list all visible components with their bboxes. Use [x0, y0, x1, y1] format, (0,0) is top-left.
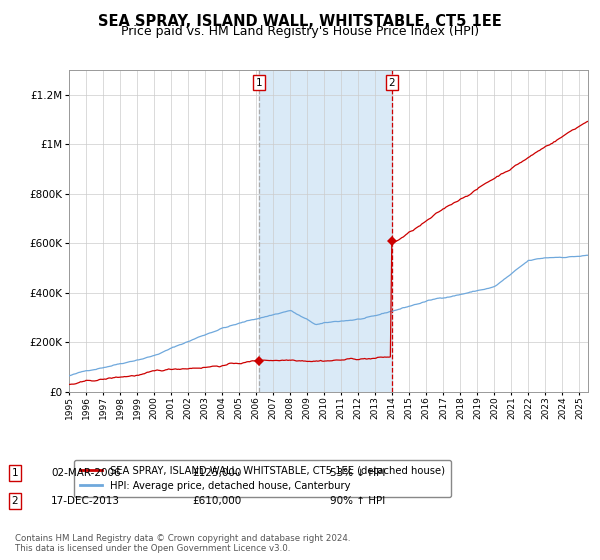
- Text: Contains HM Land Registry data © Crown copyright and database right 2024.
This d: Contains HM Land Registry data © Crown c…: [15, 534, 350, 553]
- Text: Price paid vs. HM Land Registry's House Price Index (HPI): Price paid vs. HM Land Registry's House …: [121, 25, 479, 38]
- Text: 2: 2: [388, 78, 395, 88]
- Text: 1: 1: [256, 78, 262, 88]
- Legend: SEA SPRAY, ISLAND WALL, WHITSTABLE, CT5 1EE (detached house), HPI: Average price: SEA SPRAY, ISLAND WALL, WHITSTABLE, CT5 …: [74, 460, 451, 497]
- Text: SEA SPRAY, ISLAND WALL, WHITSTABLE, CT5 1EE: SEA SPRAY, ISLAND WALL, WHITSTABLE, CT5 …: [98, 14, 502, 29]
- Text: £610,000: £610,000: [192, 496, 241, 506]
- Bar: [259, 70, 392, 392]
- Text: 90% ↑ HPI: 90% ↑ HPI: [330, 496, 385, 506]
- Text: 1: 1: [11, 468, 19, 478]
- Text: 02-MAR-2006: 02-MAR-2006: [51, 468, 121, 478]
- Text: £125,000: £125,000: [192, 468, 241, 478]
- Text: 2: 2: [11, 496, 19, 506]
- Text: 53% ↓ HPI: 53% ↓ HPI: [330, 468, 385, 478]
- Text: 17-DEC-2013: 17-DEC-2013: [51, 496, 120, 506]
